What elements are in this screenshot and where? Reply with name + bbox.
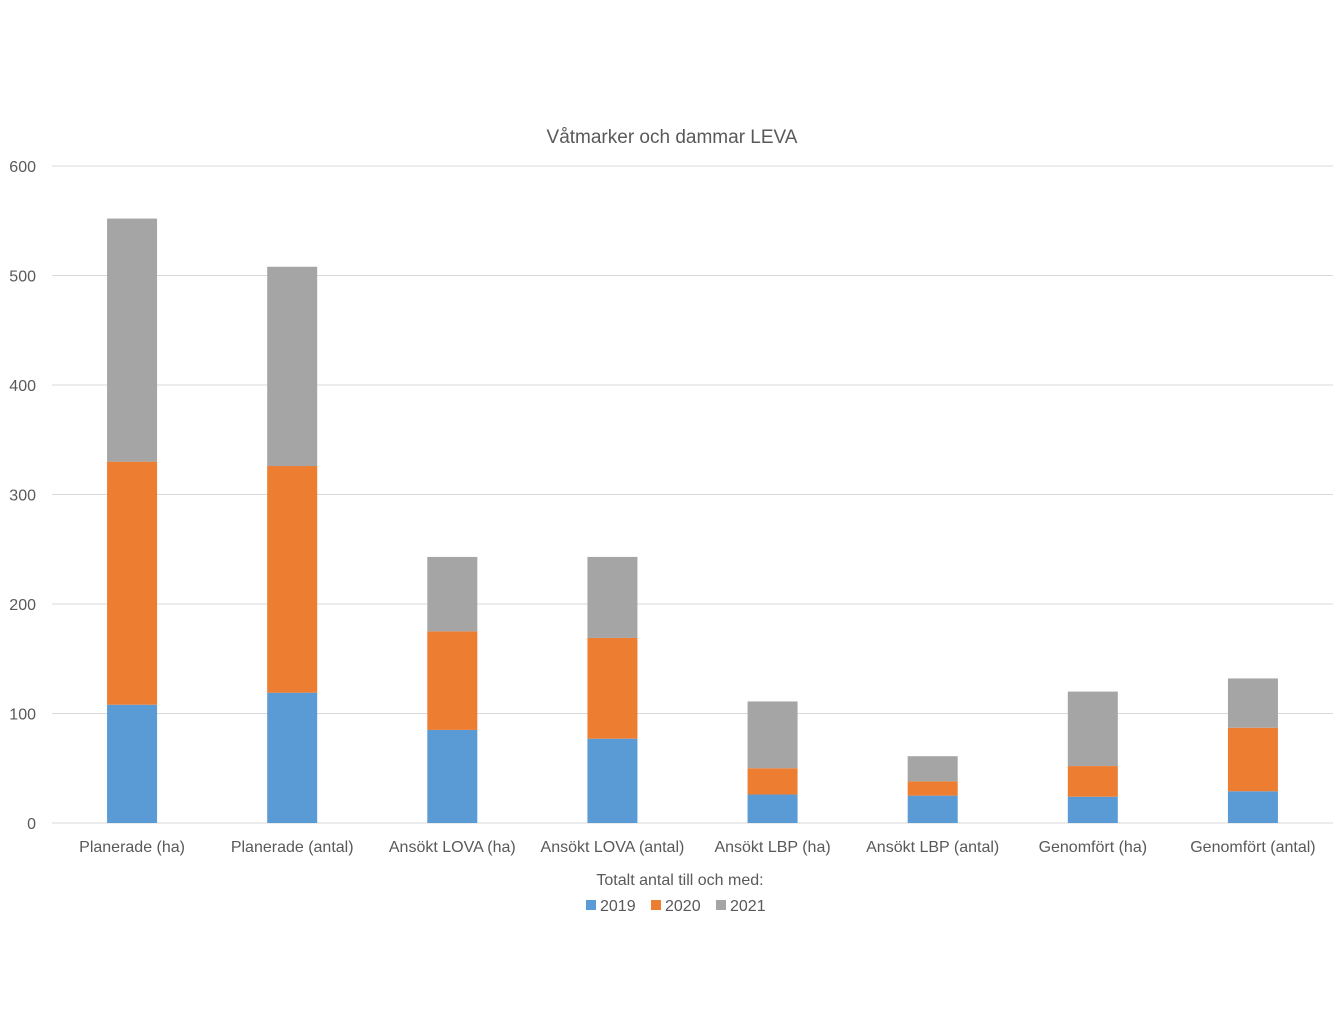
bar-segment-2021 <box>747 701 798 769</box>
bar-segment-2021 <box>1227 678 1278 728</box>
bar-segment-2021 <box>907 756 958 782</box>
bar-segment-2020 <box>267 466 318 693</box>
bar-segment-2020 <box>1227 727 1278 792</box>
bar-segment-2019 <box>747 794 798 823</box>
x-tick-label: Genomfört (antal) <box>1190 839 1315 856</box>
y-tick-label: 0 <box>27 816 36 833</box>
bar-segment-2020 <box>1067 766 1118 797</box>
x-tick-label: Planerade (ha) <box>79 839 185 856</box>
bar-segment-2021 <box>267 266 318 467</box>
legend-swatch-2019 <box>586 900 596 910</box>
y-tick-label: 500 <box>9 269 36 286</box>
bar-segment-2021 <box>427 556 478 632</box>
bar-segment-2020 <box>107 461 158 705</box>
bar-segment-2021 <box>1067 691 1118 767</box>
x-tick-label: Ansökt LOVA (ha) <box>389 839 516 856</box>
bar-segment-2020 <box>907 781 958 796</box>
bar-segment-2019 <box>427 729 478 823</box>
bar-segment-2021 <box>587 556 638 638</box>
x-tick-label: Ansökt LBP (ha) <box>714 839 830 856</box>
legend-label: 2019 <box>600 898 636 915</box>
x-tick-label: Genomfört (ha) <box>1039 839 1147 856</box>
bar-segment-2019 <box>267 692 318 823</box>
legend-swatch-2021 <box>716 900 726 910</box>
bar-segment-2019 <box>1227 791 1278 823</box>
bar-segment-2019 <box>907 795 958 823</box>
y-tick-label: 400 <box>9 378 36 395</box>
bar-segment-2021 <box>107 218 158 462</box>
bar-segment-2020 <box>427 631 478 730</box>
y-tick-label: 100 <box>9 707 36 724</box>
legend: 2019 2020 2021 <box>586 898 766 915</box>
bar-segment-2019 <box>587 738 638 823</box>
x-tick-label: Ansökt LBP (antal) <box>866 839 999 856</box>
bar-segment-2020 <box>747 768 798 795</box>
chart-title: Våtmarker och dammar LEVA <box>547 127 798 148</box>
legend-label: 2021 <box>730 898 766 915</box>
x-tick-label: Ansökt LOVA (antal) <box>541 839 685 856</box>
y-tick-label: 200 <box>9 597 36 614</box>
y-tick-label: 300 <box>9 488 36 505</box>
y-tick-label: 600 <box>9 159 36 176</box>
legend-label: 2020 <box>665 898 701 915</box>
legend-title: Totalt antal till och med: <box>596 872 763 889</box>
bar-segment-2019 <box>1067 796 1118 823</box>
legend-swatch-2020 <box>651 900 661 910</box>
bar-segment-2020 <box>587 637 638 739</box>
x-tick-label: Planerade (antal) <box>231 839 354 856</box>
bar-segment-2019 <box>107 704 158 823</box>
